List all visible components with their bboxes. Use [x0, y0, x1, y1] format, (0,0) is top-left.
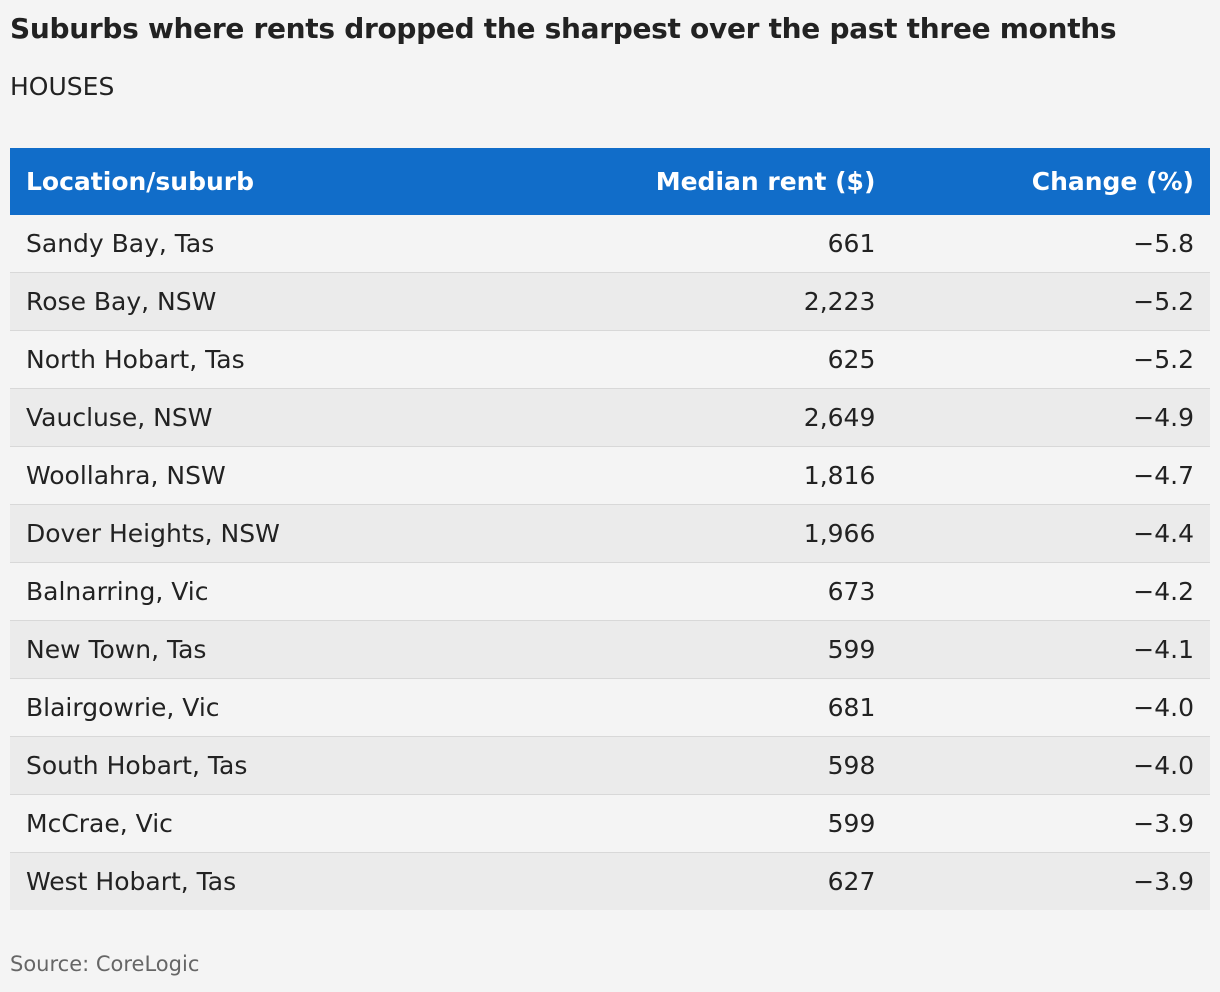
- column-header: Median rent ($): [478, 148, 892, 215]
- suburb-cell: New Town, Tas: [10, 620, 479, 679]
- table-row: Sandy Bay, Tas 661 −5.8: [10, 215, 1210, 273]
- table-row: North Hobart, Tas 625 −5.2: [10, 330, 1210, 389]
- change-cell: −4.9: [891, 388, 1210, 447]
- suburb-cell: Rose Bay, NSW: [10, 272, 479, 331]
- suburb-cell: McCrae, Vic: [10, 794, 479, 853]
- title: Suburbs where rents dropped the sharpest…: [10, 12, 1117, 45]
- table-row: Balnarring, Vic 673 −4.2: [10, 562, 1210, 621]
- column-header: Change (%): [891, 148, 1210, 215]
- change-cell: −4.7: [891, 446, 1210, 505]
- suburb-cell: Blairgowrie, Vic: [10, 678, 479, 737]
- rent-cell: 2,223: [478, 272, 892, 331]
- rent-cell: 1,966: [478, 504, 892, 563]
- rent-cell: 627: [478, 852, 892, 910]
- suburb-cell: North Hobart, Tas: [10, 330, 479, 389]
- subtitle: HOUSES: [10, 72, 115, 101]
- table-row: West Hobart, Tas 627 −3.9: [10, 852, 1210, 910]
- table-row: Woollahra, NSW 1,816 −4.7: [10, 446, 1210, 505]
- change-cell: −4.4: [891, 504, 1210, 563]
- table-row: New Town, Tas 599 −4.1: [10, 620, 1210, 679]
- table-row: Vaucluse, NSW 2,649 −4.9: [10, 388, 1210, 447]
- column-header: Location/suburb: [10, 148, 479, 215]
- table-row: McCrae, Vic 599 −3.9: [10, 794, 1210, 853]
- table-body: Sandy Bay, Tas 661 −5.8 Rose Bay, NSW 2,223−…: [10, 215, 1210, 910]
- table-row: Dover Heights, NSW 1,966 −4.4: [10, 504, 1210, 563]
- change-cell: −4.0: [891, 736, 1210, 795]
- table-row: Blairgowrie, Vic 681 −4.0: [10, 678, 1210, 737]
- change-cell: −5.2: [891, 272, 1210, 331]
- rent-cell: 681: [478, 678, 892, 737]
- change-cell: −3.9: [891, 794, 1210, 853]
- rent-cell: 599: [478, 620, 892, 679]
- table-row: South Hobart, Tas 598 −4.0: [10, 736, 1210, 795]
- table-row: Rose Bay, NSW 2,223 −5.2: [10, 272, 1210, 331]
- rent-cell: 599: [478, 794, 892, 853]
- change-cell: −4.1: [891, 620, 1210, 679]
- rent-cell: 673: [478, 562, 892, 621]
- change-cell: −4.2: [891, 562, 1210, 621]
- suburb-cell: Vaucluse, NSW: [10, 388, 479, 447]
- suburb-cell: Woollahra, NSW: [10, 446, 479, 505]
- rent-cell: 625: [478, 330, 892, 389]
- suburb-cell: South Hobart, Tas: [10, 736, 479, 795]
- suburb-cell: Balnarring, Vic: [10, 562, 479, 621]
- suburb-cell: West Hobart, Tas: [10, 852, 479, 910]
- rent-cell: 598: [478, 736, 892, 795]
- change-cell: −5.8: [891, 215, 1210, 273]
- rent-cell: 1,816: [478, 446, 892, 505]
- table: Location/suburb Median rent ($) Change (%)…: [10, 148, 1210, 910]
- change-cell: −5.2: [891, 330, 1210, 389]
- suburb-cell: Dover Heights, NSW: [10, 504, 479, 563]
- change-cell: −4.0: [891, 678, 1210, 737]
- change-cell: −3.9: [891, 852, 1210, 910]
- source: Source: CoreLogic: [10, 952, 200, 976]
- rent-cell: 661: [478, 215, 892, 273]
- header-row: Location/suburb Median rent ($) Change (%): [10, 148, 1210, 215]
- suburb-cell: Sandy Bay, Tas: [10, 215, 479, 273]
- rent-cell: 2,649: [478, 388, 892, 447]
